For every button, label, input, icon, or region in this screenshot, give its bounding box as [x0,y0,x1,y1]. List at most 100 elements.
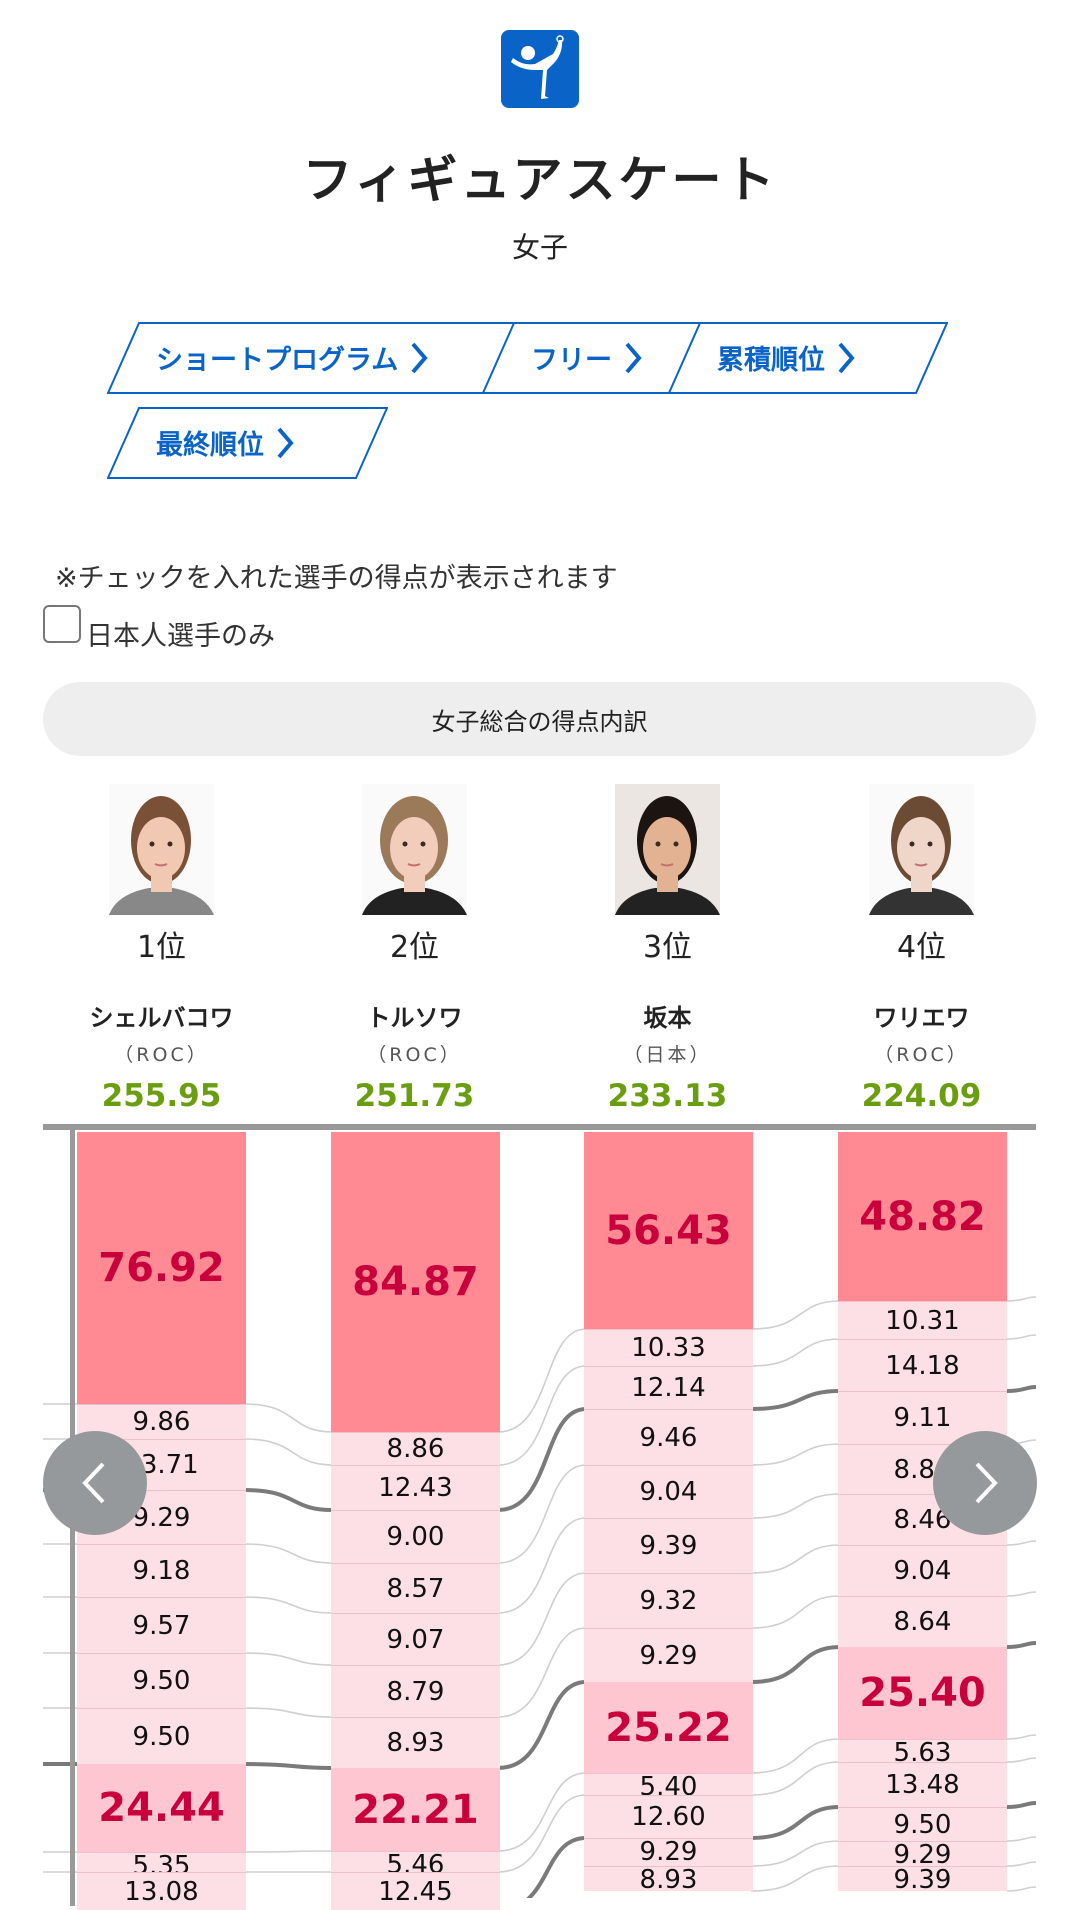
score-segment-major: 25.40 [838,1647,1007,1739]
score-segment: 5.40 [584,1773,753,1795]
athlete-photo [362,784,467,915]
figure-skating-icon [501,30,579,108]
tab-label: 累積順位 [717,345,825,376]
chevron-right-icon [625,342,642,373]
athlete-country: （ROC） [367,1044,462,1066]
connector-line [750,1300,841,1330]
connector-line [750,1595,841,1629]
score-segment: 8.86 [331,1432,500,1465]
score-segment: 9.00 [331,1510,500,1563]
connector-line [1006,1757,1037,1763]
score-segment-major: 48.82 [838,1132,1007,1301]
athlete-total-score: 233.13 [607,1078,728,1114]
group-connector-line [1006,1801,1037,1809]
tab-2[interactable]: フリー [482,322,730,394]
connector-line [750,1493,841,1519]
athlete-country: （ROC） [114,1044,209,1066]
chevron-right-icon [838,342,855,373]
breakdown-button-label: 女子総合の得点内訳 [431,707,648,736]
connector-line [1006,1734,1037,1740]
connector-line [750,1443,841,1466]
chevron-right-icon [277,427,294,458]
group-connector-line [750,1389,841,1411]
score-segment: 9.57 [77,1597,246,1653]
page-title: フィギュアスケート [302,151,778,209]
connector-line [243,1707,334,1718]
group-connector-line [497,1407,587,1512]
score-segment: 9.29 [584,1838,753,1866]
athlete-total-score: 255.95 [101,1078,222,1114]
group-connector-line [750,1645,841,1684]
score-segment: 12.60 [584,1795,753,1838]
tab-label: ショートプログラム [156,345,399,376]
score-segment: 9.50 [77,1653,246,1708]
score-segment-major: 76.92 [77,1132,246,1404]
connector-line [1006,1836,1037,1842]
connector-line [243,1403,334,1433]
score-segment-major: 24.44 [77,1764,246,1852]
score-segment: 8.93 [584,1866,753,1891]
page-subtitle: 女子 [511,231,568,264]
score-segment: 9.46 [584,1409,753,1465]
connector-line [1006,1591,1037,1597]
connector-line [1006,1886,1037,1892]
athlete-country: （日本） [623,1044,712,1066]
athlete-photo [615,784,720,915]
chevron-left-icon [82,1462,105,1504]
score-segment: 5.35 [77,1852,246,1872]
score-segment-major: 56.43 [584,1132,753,1329]
connector-line [750,1544,841,1574]
connector-line [497,1794,587,1873]
score-segment: 9.04 [838,1545,1007,1596]
score-segment: 13.48 [838,1762,1007,1807]
next-button[interactable] [933,1431,1037,1535]
athlete-total-score: 251.73 [354,1078,475,1114]
group-connector-line [1006,1385,1037,1393]
score-segment-major: 22.21 [331,1768,500,1851]
japanese-only-label[interactable]: 日本人選手のみ [86,621,275,652]
connector-line [750,1865,841,1892]
tab-label: 最終順位 [156,430,264,461]
connector-line [1006,1861,1037,1867]
group-connector-line [243,1488,334,1512]
athlete-name: 坂本 [643,1004,692,1032]
tab-label: フリー [531,345,612,376]
connector-line [243,1438,334,1466]
score-segment: 8.64 [838,1596,1007,1647]
group-connector-line [525,1836,587,1898]
athlete-name: ワリエワ [873,1004,970,1032]
score-segment: 5.46 [331,1851,500,1872]
athlete-name: シェルバコワ [89,1004,234,1032]
connector-line [497,1627,587,1718]
score-segment: 8.93 [331,1717,500,1768]
connector-line [243,1652,334,1666]
score-segment: 9.04 [584,1465,753,1518]
tab-3[interactable]: 累積順位 [668,322,948,394]
connector-line [750,1338,841,1367]
tab-1[interactable]: ショートプログラム [107,322,544,394]
tab-4[interactable]: 最終順位 [107,407,388,479]
score-segment: 9.50 [838,1807,1007,1841]
score-segment: 9.50 [77,1708,246,1764]
connector-line [497,1772,587,1852]
prev-button[interactable] [43,1431,147,1535]
chevron-right-icon [411,342,428,373]
connector-line [243,1850,334,1853]
group-connector-line [243,1762,334,1770]
connector-line [1006,1296,1037,1302]
japanese-only-checkbox[interactable] [43,605,81,643]
athlete-rank: 4位 [896,930,947,965]
breakdown-button[interactable]: 女子総合の得点内訳 [43,682,1036,756]
athlete-photo [869,784,974,915]
score-segment-major: 25.22 [584,1682,753,1773]
score-segment: 9.07 [331,1613,500,1665]
connector-line [243,1596,334,1614]
connector-line [497,1464,587,1564]
score-segment: 9.29 [584,1628,753,1682]
score-segment: 9.39 [838,1866,1007,1891]
score-segment: 9.39 [584,1518,753,1573]
score-segment: 5.63 [838,1739,1007,1762]
connector-line [497,1328,587,1433]
score-segment: 8.79 [331,1665,500,1717]
athlete-rank: 1位 [136,930,187,965]
